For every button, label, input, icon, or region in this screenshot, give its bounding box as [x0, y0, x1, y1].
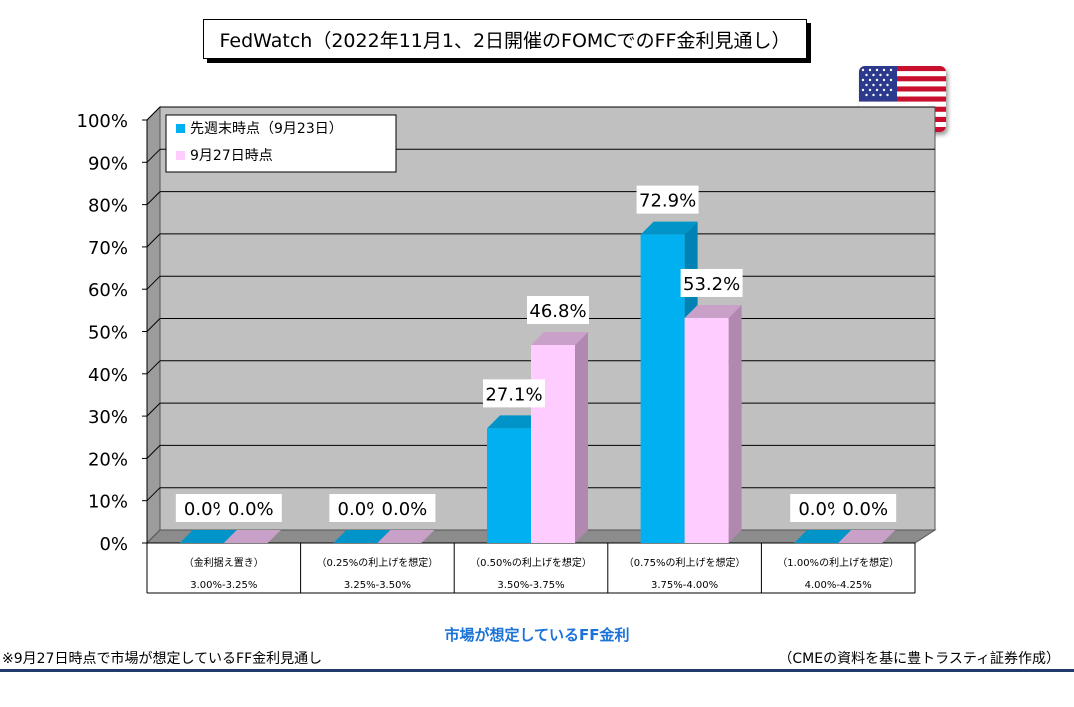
- data-label-box: [636, 185, 699, 214]
- gridline: [146, 402, 161, 417]
- gridline: [146, 191, 161, 205]
- y-tick-label: 70%: [88, 238, 128, 259]
- data-label-box: [373, 494, 436, 522]
- gridline: [146, 487, 161, 502]
- data-label: 0.0%: [228, 499, 274, 520]
- data-label: 27.1%: [485, 384, 542, 405]
- chart-title: FedWatch（2022年11月1、2日開催のFOMCでのFF金利見通し）: [203, 19, 807, 59]
- y-tick-label: 20%: [88, 449, 128, 470]
- x-axis-title: 市場が想定しているFF金利: [444, 626, 630, 644]
- y-tick-label: 80%: [88, 196, 128, 217]
- bar-side: [575, 332, 588, 543]
- category-range-label: 3.75%-4.00%: [651, 580, 718, 591]
- y-tick-label: 40%: [88, 365, 128, 386]
- category-label: （金利据え置き）: [184, 556, 264, 569]
- bar-top: [838, 530, 896, 543]
- bar: [531, 345, 575, 543]
- data-label: 53.2%: [683, 274, 740, 295]
- data-label-box: [527, 296, 589, 325]
- category-label: （0.25%の利上げを想定）: [317, 556, 439, 569]
- footnote-left: ※9月27日時点で市場が想定しているFF金利見通し: [2, 651, 323, 667]
- bar-top: [531, 332, 588, 346]
- category-label: （1.00%の利上げを想定）: [777, 556, 899, 569]
- data-label: 0.0%: [798, 499, 844, 520]
- y-tick-label: 10%: [88, 492, 128, 513]
- legend-label: 先週末時点（9月23日）: [190, 121, 343, 137]
- data-label: 0.0%: [338, 499, 384, 520]
- y-tick-label: 30%: [88, 407, 128, 428]
- category-range-label: 3.00%-3.25%: [190, 580, 257, 591]
- gridline: [146, 233, 161, 248]
- y-tick-label: 0%: [99, 534, 128, 555]
- gridline: [146, 275, 161, 290]
- gridline: [146, 106, 161, 121]
- bar-top: [487, 415, 544, 429]
- category-range-label: 4.00%-4.25%: [805, 580, 872, 591]
- legend-label: 9月27日時点: [190, 148, 273, 164]
- gridline: [146, 318, 161, 332]
- category-label: （0.75%の利上げを想定）: [624, 556, 746, 569]
- data-label-box: [680, 268, 743, 297]
- category-range-label: 3.25%-3.50%: [344, 580, 411, 591]
- y-tick-label: 50%: [88, 323, 128, 344]
- category-range-label: 3.50%-3.75%: [497, 580, 564, 591]
- legend-box: [165, 114, 397, 173]
- gridline: [146, 445, 161, 459]
- bar-top: [223, 530, 281, 543]
- data-label-box: [483, 379, 545, 408]
- footnote-right: （CMEの資料を基に豊トラスティ証券作成）: [778, 651, 1060, 667]
- bar: [640, 234, 685, 543]
- gridline: [146, 360, 161, 375]
- data-label: 0.0%: [382, 499, 428, 520]
- bar-top: [377, 530, 435, 543]
- data-label: 0.0%: [184, 499, 230, 520]
- gridline: [146, 148, 161, 163]
- bar-top: [794, 530, 852, 543]
- bar: [684, 317, 729, 543]
- bar-top: [684, 304, 742, 318]
- data-label-box: [219, 494, 282, 522]
- bar: [487, 428, 531, 543]
- data-label: 72.9%: [639, 191, 696, 212]
- data-label: 46.8%: [529, 301, 586, 322]
- data-label-box: [834, 494, 897, 522]
- footer-divider: [0, 669, 1074, 672]
- bar-side: [728, 304, 742, 543]
- y-tick-label: 60%: [88, 280, 128, 301]
- legend-swatch: [176, 151, 185, 160]
- bar-top: [333, 530, 391, 543]
- bar-chart: 0% 10% 20% 30% 40% 50% 60% 70% 80% 90% 100% （金利据え置き…: [77, 105, 937, 594]
- category-label: （0.50%の利上げを想定）: [470, 556, 592, 569]
- bar-top: [640, 221, 698, 235]
- bar-top: [179, 530, 237, 543]
- data-label: 0.0%: [842, 499, 888, 520]
- y-tick-label: 90%: [88, 153, 128, 174]
- y-tick-label: 100%: [77, 111, 128, 132]
- legend-swatch: [176, 124, 185, 133]
